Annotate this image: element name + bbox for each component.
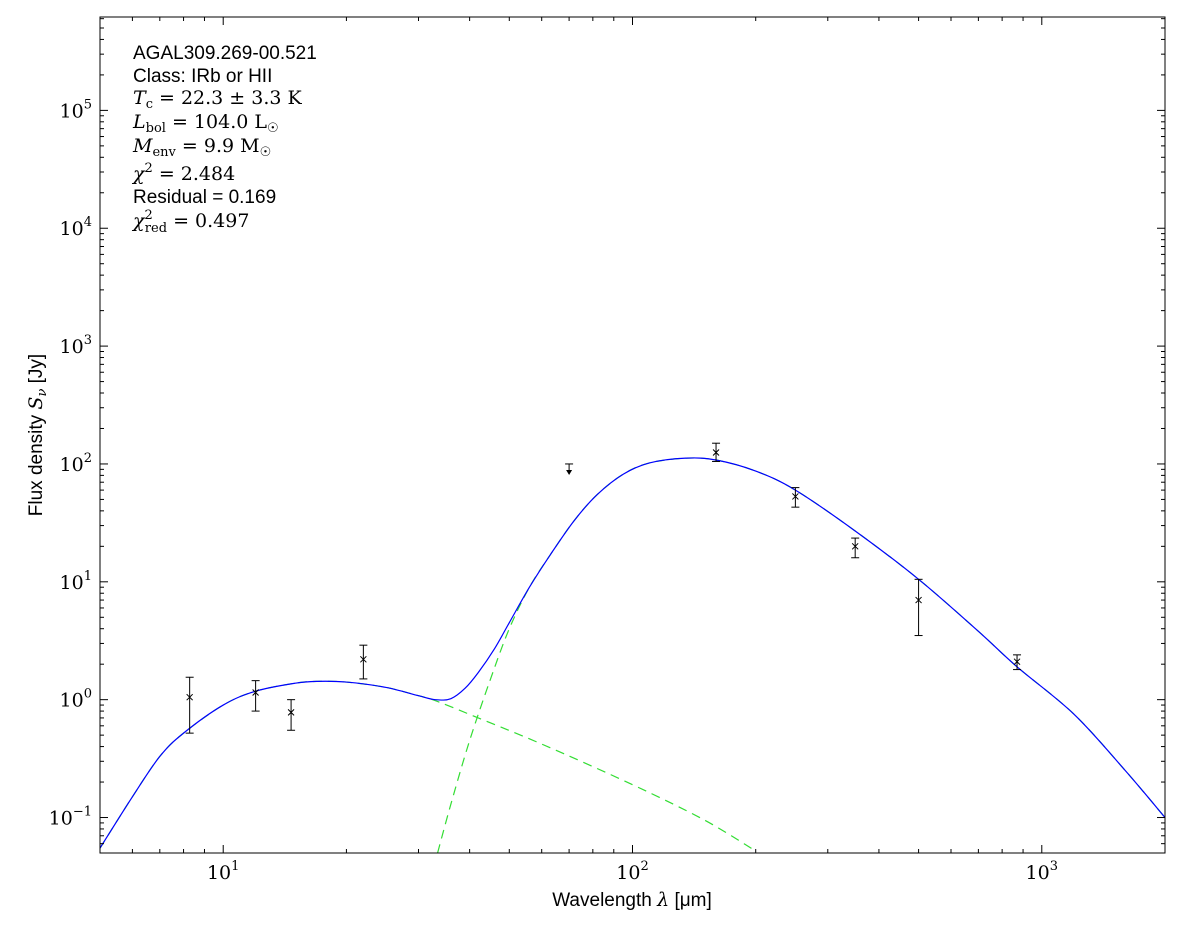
x-marker <box>186 693 194 701</box>
chi2-label: χ2 = 2.484 <box>131 161 235 185</box>
y-tick-label: 101 <box>60 569 92 594</box>
tick-base: 10 <box>207 862 231 884</box>
x-marker <box>360 655 367 663</box>
y-tick-label: 104 <box>60 215 92 240</box>
x-marker <box>712 449 720 456</box>
x-marker <box>1013 658 1021 666</box>
tick-exponent: 2 <box>84 451 92 466</box>
chi2-reduced-label: χ2 red = 0.497 <box>131 208 249 236</box>
x-marker <box>851 542 859 550</box>
tick-exponent: 1 <box>231 859 239 874</box>
annotation: AGAL309.269-00.521 Class: IRb or HII Tc … <box>131 43 317 236</box>
data-point <box>251 680 260 712</box>
tick-exponent: −1 <box>73 805 92 820</box>
x-tick-label: 102 <box>616 859 648 884</box>
x-tick-label: 103 <box>1026 859 1058 884</box>
plot-frame <box>99 16 1166 854</box>
x-marker <box>287 709 295 716</box>
source-name: AGAL309.269-00.521 <box>133 43 317 64</box>
x-axis-label: Wavelength λ [μm] <box>552 889 712 911</box>
tick-base: 10 <box>60 218 84 240</box>
y-tick-label: 105 <box>60 97 92 122</box>
total-model-line <box>100 457 1165 849</box>
data-point <box>791 487 800 508</box>
data-point <box>287 699 296 731</box>
data-point <box>185 676 194 734</box>
mass-label: Menv = 9.9 M☉ <box>132 135 271 160</box>
data-point <box>1013 654 1022 671</box>
x-marker <box>252 689 259 696</box>
component-model-line-1 <box>100 680 757 852</box>
y-tick-label: 100 <box>60 687 92 712</box>
residual-label: Residual = 0.169 <box>133 187 276 208</box>
tick-base: 10 <box>60 572 84 594</box>
x-marker <box>792 493 799 500</box>
data-point <box>359 644 368 680</box>
x-tick-label: 101 <box>207 859 239 884</box>
tick-base: 10 <box>616 862 640 884</box>
tick-exponent: 4 <box>84 215 92 230</box>
tick-base: 10 <box>60 336 84 358</box>
model-curves <box>100 457 1165 853</box>
y-tick-label: 103 <box>60 333 92 358</box>
tick-exponent: 3 <box>1050 859 1058 874</box>
down-arrow-icon <box>566 469 573 475</box>
tick-exponent: 1 <box>84 569 92 584</box>
tick-exponent: 3 <box>84 333 92 348</box>
upper-limit-point <box>565 463 574 475</box>
component-model-line-2 <box>436 457 1165 853</box>
temperature-label: Tc = 22.3 ± 3.3 K <box>133 87 303 112</box>
tick-base: 10 <box>60 690 84 712</box>
data-point <box>914 578 923 637</box>
x-marker <box>915 596 922 604</box>
tick-exponent: 2 <box>640 859 648 874</box>
data-points <box>185 442 1022 734</box>
luminosity-label: Lbol = 104.0 L☉ <box>132 111 279 136</box>
y-axis-label: Flux density Sν [Jy] <box>25 354 50 516</box>
y-tick-label: 10−1 <box>49 805 92 830</box>
tick-base: 10 <box>60 454 84 476</box>
y-tick-label: 102 <box>60 451 92 476</box>
tick-exponent: 5 <box>84 97 92 112</box>
data-point <box>712 442 721 462</box>
data-point <box>851 537 860 559</box>
source-class: Class: IRb or HII <box>133 66 272 87</box>
tick-exponent: 0 <box>84 687 92 702</box>
tick-base: 10 <box>60 100 84 122</box>
tick-base: 10 <box>49 808 73 830</box>
tick-base: 10 <box>1026 862 1050 884</box>
